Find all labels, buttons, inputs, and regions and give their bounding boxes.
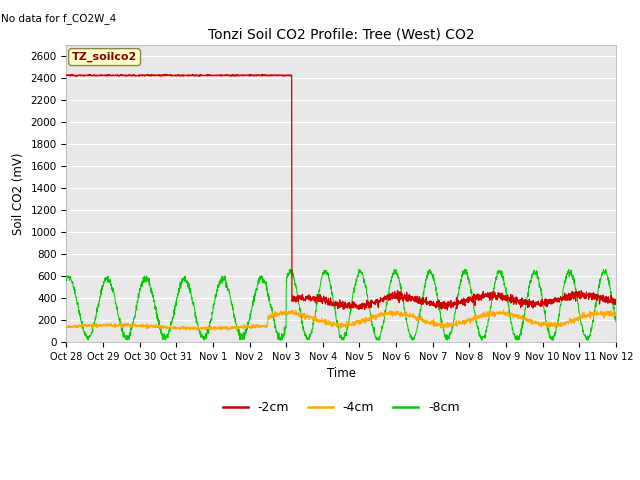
Title: Tonzi Soil CO2 Profile: Tree (West) CO2: Tonzi Soil CO2 Profile: Tree (West) CO2 [208, 28, 474, 42]
Y-axis label: Soil CO2 (mV): Soil CO2 (mV) [12, 152, 25, 235]
Text: TZ_soilco2: TZ_soilco2 [72, 52, 137, 62]
Legend: -2cm, -4cm, -8cm: -2cm, -4cm, -8cm [218, 396, 465, 420]
Text: No data for f_CO2W_4: No data for f_CO2W_4 [1, 12, 116, 24]
X-axis label: Time: Time [326, 368, 356, 381]
